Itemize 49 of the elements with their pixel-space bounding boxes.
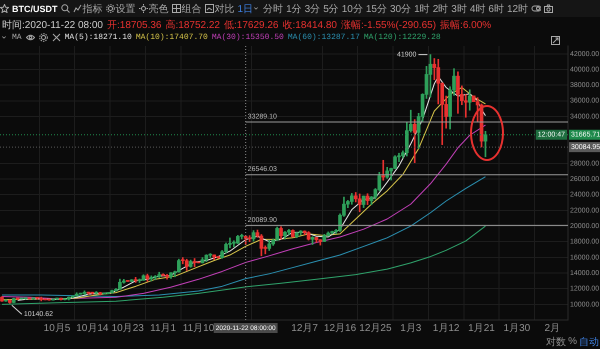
text: MA xyxy=(12,33,22,42)
x-tick-label: 1月3 xyxy=(400,322,422,334)
text: 1日 xyxy=(238,2,254,16)
text: MA(120):12229.28 xyxy=(364,33,441,42)
text: 30分 xyxy=(390,2,412,16)
text: % xyxy=(568,336,577,347)
text: 高:18752.22 xyxy=(166,18,220,32)
text: 设置 xyxy=(116,2,136,16)
x-tick-label: 10月5 xyxy=(44,322,71,334)
x-tick-label: 12月16 xyxy=(324,322,357,334)
x-tick-label: 11月1 xyxy=(150,322,177,334)
text: 3分 xyxy=(304,2,320,16)
x-tick-label: 12月25 xyxy=(359,322,392,334)
text: 1时 xyxy=(414,2,430,16)
text: 4时 xyxy=(470,2,486,16)
x-tick-label: 1月30 xyxy=(504,322,531,334)
x-tick-label: 2月 xyxy=(544,322,560,334)
text: 振幅:6.00% xyxy=(440,19,492,32)
text: 5分 xyxy=(323,2,339,16)
text: 开:18705.36 xyxy=(107,19,162,32)
text: 15分 xyxy=(366,2,387,16)
text: 12时 xyxy=(506,2,528,16)
text: MA(10):17407.70 xyxy=(136,33,208,42)
x-tick-label: 11月10 xyxy=(182,322,215,334)
text: MA(30):15350.50 xyxy=(212,33,284,42)
text: 10分 xyxy=(342,2,363,16)
text: 自动 xyxy=(579,336,599,348)
text: 低:17629.26 xyxy=(224,19,278,32)
text: 对比 xyxy=(214,2,234,16)
text: 指标 xyxy=(82,2,102,16)
text: MA(60):13287.17 xyxy=(288,33,360,42)
text: 2时 xyxy=(432,2,448,16)
text: 分时 xyxy=(263,2,284,16)
text: 组合 xyxy=(182,2,202,16)
chart-title: BTC/USDT xyxy=(12,4,58,14)
x-tick-label: 10月14 xyxy=(76,322,109,334)
text: 亮色 xyxy=(148,2,168,16)
text: 涨幅:-1.55%(-290.65) xyxy=(341,18,436,32)
text: 6时 xyxy=(488,2,504,16)
x-tick-label: 1月21 xyxy=(468,322,496,334)
x-tick-label: 1月12 xyxy=(432,322,460,334)
text: 3时 xyxy=(451,2,467,16)
text: 1分 xyxy=(286,2,302,16)
text: MA(5):18271.10 xyxy=(64,33,132,42)
text: 对数 xyxy=(546,336,566,348)
text: 时间:2020-11-22 08:00 xyxy=(2,18,103,32)
x-tick-label: 10月23 xyxy=(112,322,144,334)
x-tick-label: 12月7 xyxy=(291,322,318,334)
text: 收:18414.80 xyxy=(282,19,337,32)
